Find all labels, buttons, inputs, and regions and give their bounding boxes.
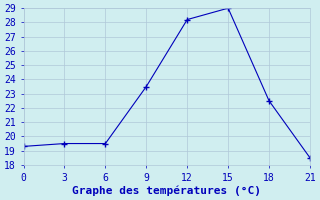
X-axis label: Graphe des températures (°C): Graphe des températures (°C)	[72, 185, 261, 196]
